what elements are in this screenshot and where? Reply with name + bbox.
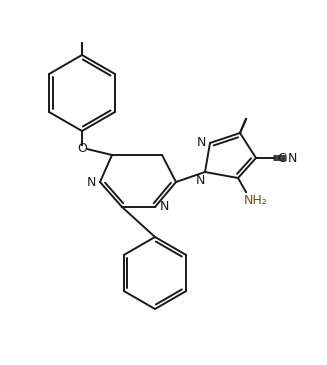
Text: N: N <box>196 137 206 150</box>
Text: C: C <box>278 151 286 165</box>
Text: N: N <box>159 200 169 214</box>
Text: NH₂: NH₂ <box>244 193 268 207</box>
Text: N: N <box>287 151 297 165</box>
Text: O: O <box>77 142 87 155</box>
Text: N: N <box>86 176 96 188</box>
Text: N: N <box>195 174 205 188</box>
